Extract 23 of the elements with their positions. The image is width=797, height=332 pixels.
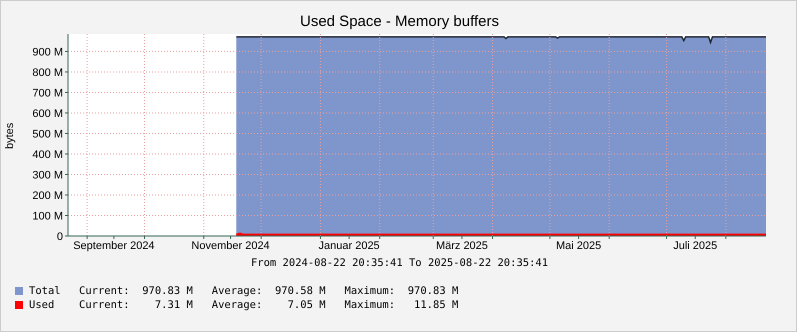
text: Current: 970.83 M Average: 970.58 M Maximum: 970.83 M: [79, 284, 458, 298]
y-tick-label: 900 M: [32, 46, 63, 58]
y-tick-label: 300 M: [32, 169, 63, 182]
text: From 2024-08-22 20:35:41 To 2025-08-22 20:35:41: [250, 257, 550, 269]
y-axis-title: bytes: [4, 122, 16, 149]
y-tick-label: 500 M: [32, 128, 63, 140]
x-tick-label: November 2024: [191, 240, 270, 252]
y-tick-label: 400 M: [32, 148, 63, 161]
y-tick-label: 800 M: [32, 66, 63, 79]
y-tick-label: 200 M: [32, 190, 63, 202]
text: Current: 7.31 M Average: 7.05 M Maximum: 11.85 M: [79, 298, 458, 312]
legend-label: Used: [29, 298, 56, 312]
x-tick-label: Januar 2025: [318, 240, 380, 252]
y-tick-label: 0: [56, 230, 63, 243]
x-tick-label: September 2024: [73, 240, 155, 252]
y-tick-label: 100 M: [32, 210, 63, 222]
chart-title: Used Space - Memory buffers: [299, 13, 500, 30]
x-tick-label: März 2025: [436, 240, 488, 252]
x-tick-label: Juli 2025: [673, 240, 718, 252]
y-tick-label: 700 M: [32, 87, 63, 100]
legend-label: Total: [29, 284, 62, 298]
y-tick-label: 600 M: [32, 108, 63, 120]
x-tick-label: Mai 2025: [556, 240, 602, 252]
